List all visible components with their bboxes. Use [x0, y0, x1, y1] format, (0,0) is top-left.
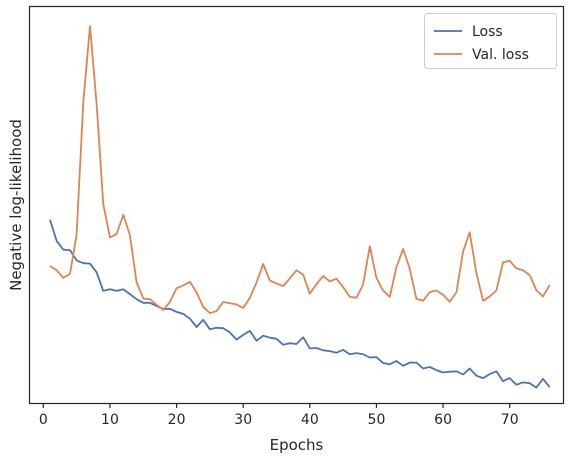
x-tick-label: 20: [168, 412, 186, 428]
x-tick-label: 40: [301, 412, 319, 428]
x-tick-label: 30: [234, 412, 252, 428]
x-tick-label: 70: [501, 412, 519, 428]
plot-area-frame: [28, 5, 565, 405]
series-line-val-loss: [49, 25, 551, 315]
legend-label-val-loss: Val. loss: [472, 47, 529, 63]
x-tick-label: 10: [101, 412, 119, 428]
legend: Loss Val. loss: [424, 13, 557, 69]
series-line-loss: [49, 219, 551, 389]
x-axis-ticks: 0 10 20 30 40 50 60 70: [39, 403, 519, 428]
x-tick-label: 60: [434, 412, 452, 428]
series-lines: [49, 25, 551, 389]
x-tick-label: 0: [39, 412, 48, 428]
x-tick-label: 50: [368, 412, 386, 428]
x-axis-title: Epochs: [270, 436, 324, 454]
y-axis-title: Negative log-likelihood: [7, 119, 25, 291]
legend-label-loss: Loss: [472, 24, 503, 40]
